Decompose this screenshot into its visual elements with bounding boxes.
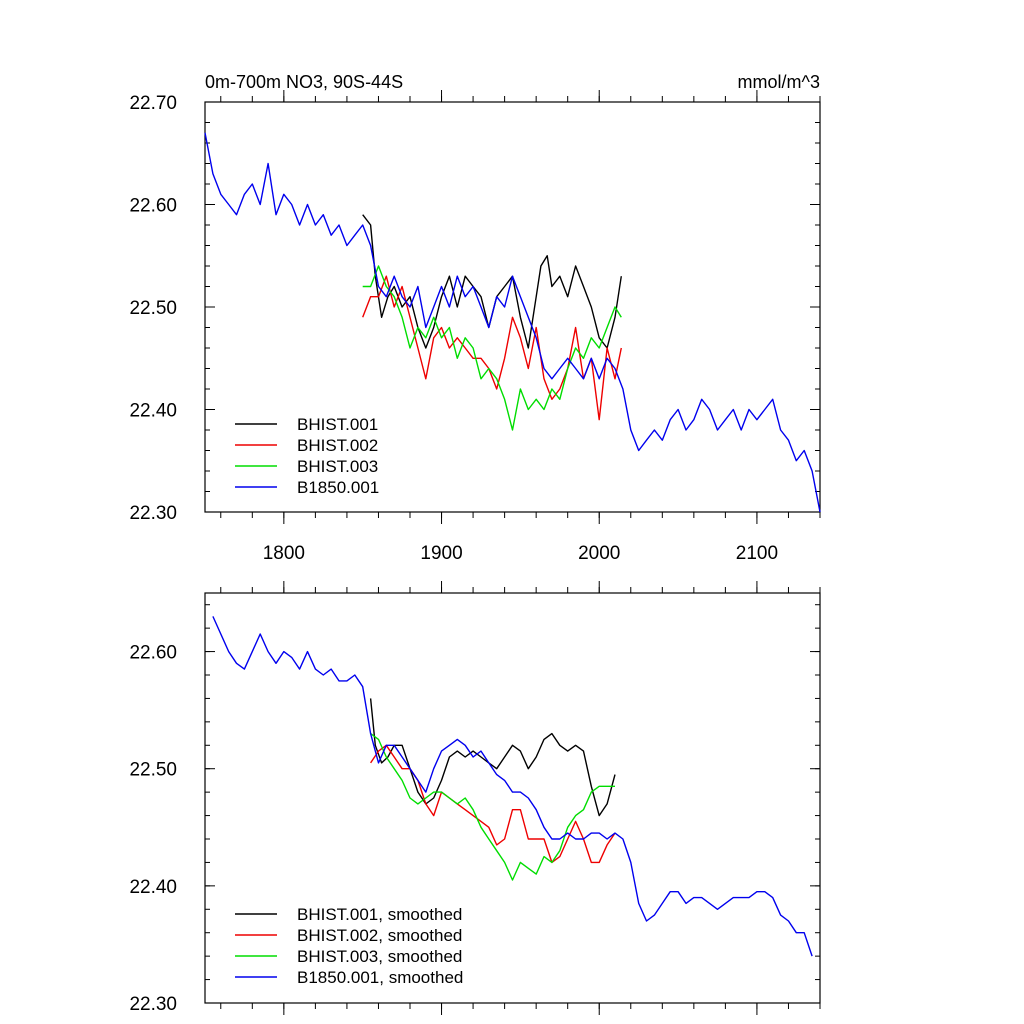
y-tick-label: 22.60 <box>129 196 177 217</box>
series-line-3 <box>362 265 622 431</box>
x-tick-label: 1800 <box>263 543 305 564</box>
top-chart-units: mmol/m^3 <box>738 72 820 92</box>
y-tick-label: 22.30 <box>129 503 177 524</box>
series-line-1 <box>369 698 616 817</box>
y-tick-label: 22.30 <box>129 994 177 1015</box>
y-tick-label: 22.60 <box>129 643 177 664</box>
legend-label: B1850.001 <box>297 478 379 497</box>
top-chart-title: 0m-700m NO3, 90S-44S <box>205 72 403 92</box>
series-line-2 <box>362 275 622 421</box>
series-line-1 <box>362 214 622 349</box>
series-line-4 <box>204 132 821 513</box>
x-tick-label: 2000 <box>578 543 620 564</box>
series-line-4 <box>212 616 813 957</box>
legend-label: BHIST.001, smoothed <box>297 905 462 924</box>
top-panel: 0m-700m NO3, 90S-44S mmol/m^3 22.30 22.40… <box>129 72 821 564</box>
y-tick-label: 22.70 <box>129 93 177 114</box>
y-tick-label: 22.40 <box>129 401 177 422</box>
y-tick-label: 22.50 <box>129 760 177 781</box>
y-tick-label: 22.50 <box>129 298 177 319</box>
legend-label: BHIST.003, smoothed <box>297 947 462 966</box>
legend-label: BHIST.001 <box>297 415 378 434</box>
bottom-panel: 22.30 22.40 22.50 22.60 BHIST.001, smoothed… <box>129 581 821 1015</box>
series-line-3 <box>370 733 615 881</box>
bottom-ticks: 22.30 22.40 22.50 22.60 <box>129 581 821 1015</box>
x-tick-label: 2100 <box>736 543 778 564</box>
x-tick-label: 1900 <box>420 543 462 564</box>
y-tick-label: 22.40 <box>129 877 177 898</box>
legend-label: BHIST.003 <box>297 457 378 476</box>
bottom-series-lines <box>212 616 813 957</box>
top-legend: BHIST.001 BHIST.002 BHIST.003 B1850.001 <box>235 415 379 497</box>
bottom-legend: BHIST.001, smoothed BHIST.002, smoothed BH… <box>235 905 463 987</box>
legend-label: BHIST.002 <box>297 436 378 455</box>
top-series-lines <box>204 132 821 513</box>
legend-label: BHIST.002, smoothed <box>297 926 462 945</box>
top-ticks: 22.30 22.40 22.50 22.60 22.70 1800 1900 2000 210… <box>129 90 821 564</box>
bottom-plot-frame <box>204 592 821 1004</box>
legend-label: B1850.001, smoothed <box>297 968 463 987</box>
